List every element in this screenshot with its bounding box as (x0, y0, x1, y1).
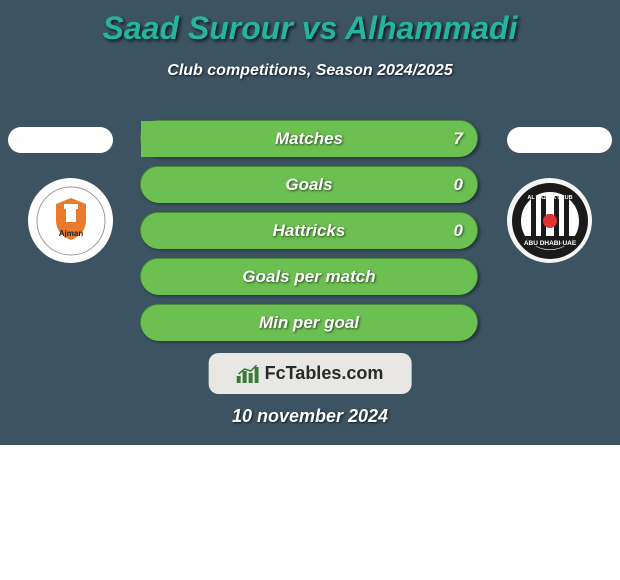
stat-row: Goals per match (140, 258, 478, 294)
stat-row: Min per goal (140, 304, 478, 340)
crest-left-icon: Ajman (36, 186, 106, 256)
stat-row: Hattricks0 (140, 212, 478, 248)
crest-right-icon: ABU DHABI·UAE AL JAZIRA CLUB (511, 182, 589, 260)
crest-left: Ajman (28, 178, 113, 263)
stat-bar-track: Matches7 (140, 120, 478, 156)
stat-bar-track: Goals0 (140, 166, 478, 202)
stat-bar-track: Min per goal (140, 304, 478, 340)
svg-text:ABU DHABI·UAE: ABU DHABI·UAE (523, 240, 576, 247)
player-left-pill (8, 127, 113, 153)
panel-bottom (0, 445, 620, 580)
stats-container: Matches7Goals0Hattricks0Goals per matchM… (140, 120, 480, 350)
stat-label: Min per goal (141, 305, 477, 341)
watermark-text: FcTables.com (265, 363, 384, 384)
stat-label: Hattricks (141, 213, 477, 249)
stat-bar-track: Goals per match (140, 258, 478, 294)
stat-row: Goals0 (140, 166, 478, 202)
player-right-pill (507, 127, 612, 153)
crest-right: ABU DHABI·UAE AL JAZIRA CLUB (507, 178, 592, 263)
stat-label: Goals per match (141, 259, 477, 295)
stat-label: Matches (141, 121, 477, 157)
stat-label: Goals (141, 167, 477, 203)
stat-value-right: 7 (454, 121, 463, 157)
watermark: FcTables.com (209, 353, 412, 394)
date-text: 10 november 2024 (0, 406, 620, 427)
comparison-subtitle: Club competitions, Season 2024/2025 (0, 62, 620, 80)
watermark-chart-icon (237, 365, 259, 383)
comparison-title: Saad Surour vs Alhammadi (0, 10, 620, 47)
svg-text:AL JAZIRA CLUB: AL JAZIRA CLUB (527, 195, 572, 201)
stat-value-right: 0 (454, 213, 463, 249)
svg-text:Ajman: Ajman (58, 229, 83, 238)
stat-value-right: 0 (454, 167, 463, 203)
stat-row: Matches7 (140, 120, 478, 156)
stat-bar-track: Hattricks0 (140, 212, 478, 248)
